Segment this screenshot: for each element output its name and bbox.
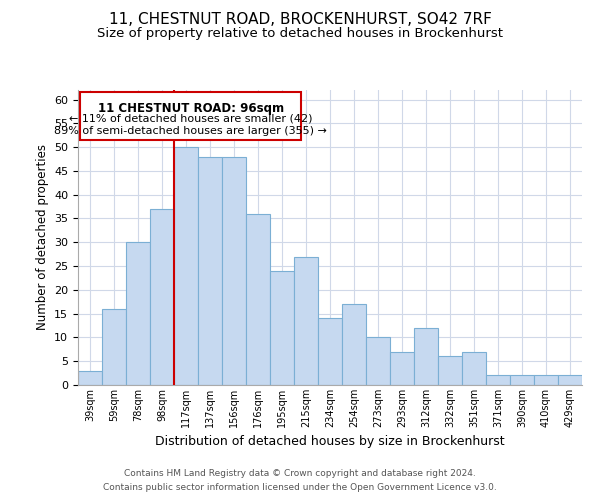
- Bar: [462, 352, 486, 385]
- Bar: [222, 156, 246, 385]
- Bar: [534, 376, 558, 385]
- Bar: [390, 352, 414, 385]
- Bar: [270, 271, 294, 385]
- Bar: [246, 214, 270, 385]
- Bar: [126, 242, 150, 385]
- Text: Contains public sector information licensed under the Open Government Licence v3: Contains public sector information licen…: [103, 484, 497, 492]
- Text: 89% of semi-detached houses are larger (355) →: 89% of semi-detached houses are larger (…: [55, 126, 327, 136]
- Bar: [366, 338, 390, 385]
- Bar: [510, 376, 534, 385]
- Bar: [198, 156, 222, 385]
- Bar: [102, 309, 126, 385]
- X-axis label: Distribution of detached houses by size in Brockenhurst: Distribution of detached houses by size …: [155, 436, 505, 448]
- Bar: [174, 147, 198, 385]
- Bar: [150, 209, 174, 385]
- Bar: [438, 356, 462, 385]
- Bar: [486, 376, 510, 385]
- Bar: [294, 256, 318, 385]
- Text: Contains HM Land Registry data © Crown copyright and database right 2024.: Contains HM Land Registry data © Crown c…: [124, 468, 476, 477]
- Bar: [414, 328, 438, 385]
- Text: 11, CHESTNUT ROAD, BROCKENHURST, SO42 7RF: 11, CHESTNUT ROAD, BROCKENHURST, SO42 7R…: [109, 12, 491, 28]
- Bar: [78, 370, 102, 385]
- Bar: [342, 304, 366, 385]
- Text: 11 CHESTNUT ROAD: 96sqm: 11 CHESTNUT ROAD: 96sqm: [98, 102, 284, 115]
- Bar: [318, 318, 342, 385]
- Text: ← 11% of detached houses are smaller (42): ← 11% of detached houses are smaller (42…: [69, 114, 313, 124]
- Bar: [80, 92, 301, 140]
- Text: Size of property relative to detached houses in Brockenhurst: Size of property relative to detached ho…: [97, 28, 503, 40]
- Bar: [558, 376, 582, 385]
- Y-axis label: Number of detached properties: Number of detached properties: [35, 144, 49, 330]
